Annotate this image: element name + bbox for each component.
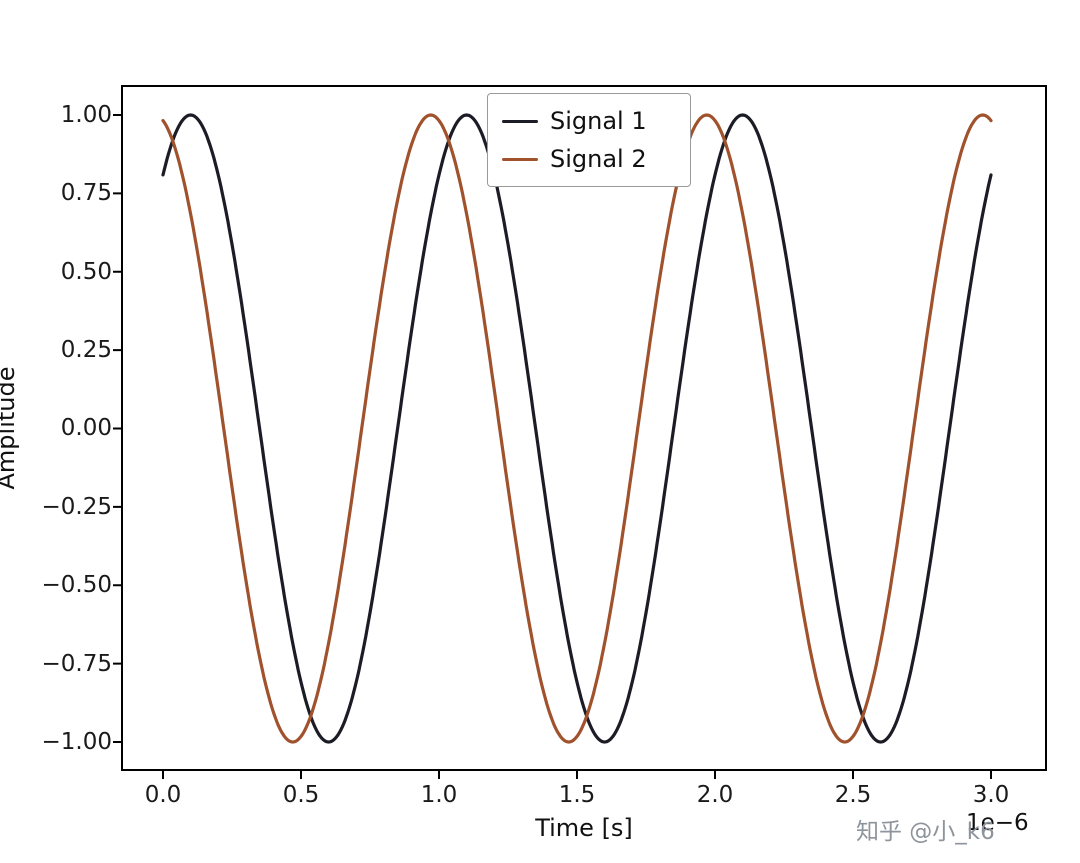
y-tick-label: 1.00 [60,102,112,128]
watermark: 知乎 @小_k6 [856,819,995,845]
x-tick-label: 3.0 [972,782,1010,808]
x-tick-label: 0.5 [282,782,320,808]
y-axis-label: Amplitude [0,366,20,490]
y-tick-label: 0.25 [60,337,112,363]
x-axis-label: Time [s] [535,814,633,842]
x-tick-label: 1.5 [558,782,596,808]
y-tick-label: −1.00 [41,729,112,755]
y-tick-label: −0.50 [41,572,112,598]
y-tick-label: 0.00 [60,415,112,441]
x-tick-label: 1.0 [420,782,458,808]
signal-2-line [161,113,993,744]
x-tick-label: 2.0 [696,782,734,808]
y-tick-label: 0.50 [60,259,112,285]
y-tick-label: −0.25 [41,494,112,520]
signal-1-line [161,113,993,744]
y-tick-label: 0.75 [60,180,112,206]
legend-label-signal-1: Signal 1 [550,107,647,135]
legend-entry-signal-2: Signal 2 [488,140,690,178]
signal-1-line-swatch [502,119,538,123]
x-axis-offset-text: 1e−6 [966,810,1029,836]
x-tick-label: 2.5 [834,782,872,808]
x-tick-label: 0.0 [144,782,182,808]
signal-2-line-swatch [502,157,538,161]
legend-label-signal-2: Signal 2 [550,145,647,173]
legend: Signal 1 Signal 2 [487,93,691,187]
y-tick-label: −0.75 [41,651,112,677]
legend-entry-signal-1: Signal 1 [488,102,690,140]
